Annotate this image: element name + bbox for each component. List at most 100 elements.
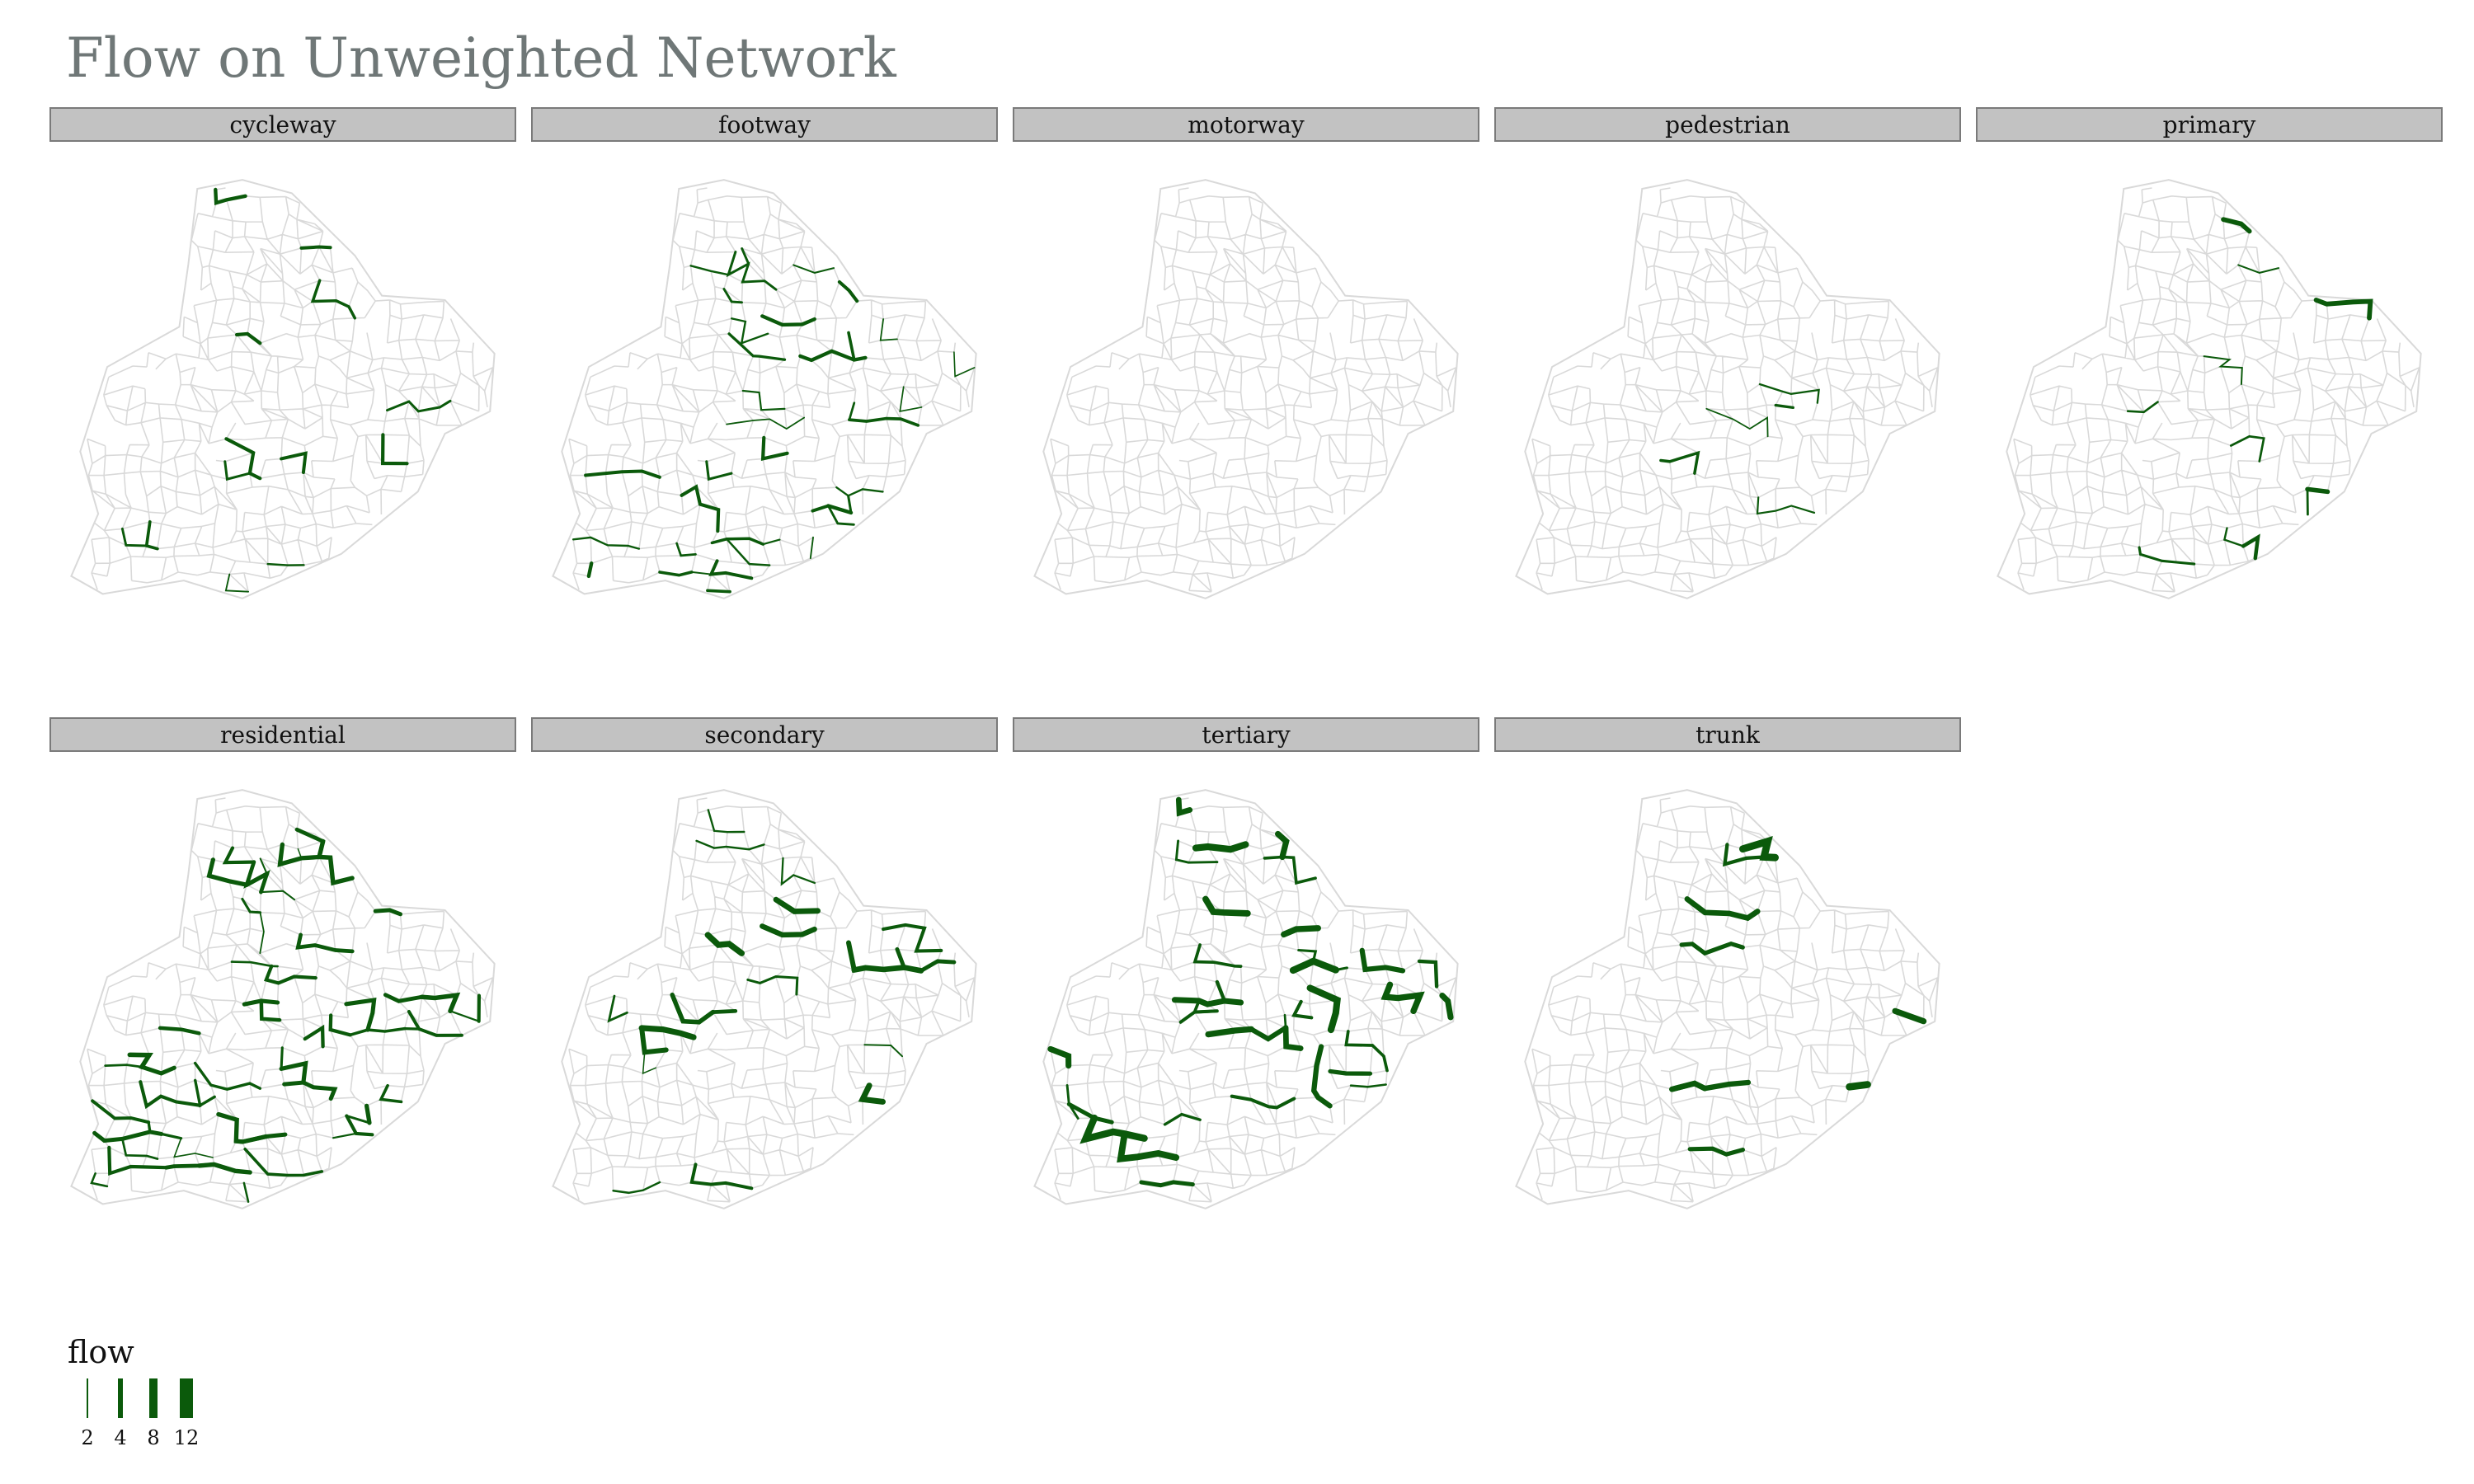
- flow-segment: [344, 998, 377, 1032]
- flow-segment: [695, 839, 765, 851]
- legend-swatch: [148, 1378, 158, 1418]
- facet-tertiary: tertiary: [1013, 717, 1479, 1230]
- flow-segment: [383, 993, 437, 1003]
- flow-segment: [266, 562, 305, 566]
- flow-segment: [1892, 1007, 1927, 1025]
- flow-segment: [144, 520, 159, 551]
- flow-segment: [139, 1080, 202, 1110]
- flow-segment: [280, 451, 308, 474]
- flow-segment: [279, 1060, 308, 1085]
- flow-segment: [1289, 957, 1339, 974]
- legend-label: 12: [173, 1426, 200, 1449]
- flow-segment: [705, 460, 733, 481]
- flow-segment: [1705, 407, 1769, 438]
- facet-cycleway: cycleway: [49, 107, 516, 620]
- flow-segment: [259, 911, 265, 955]
- flow-segment: [1380, 981, 1425, 1014]
- flow-segment: [1174, 839, 1219, 864]
- network-map-trunk: [1515, 789, 1940, 1209]
- flow-segment: [851, 965, 924, 974]
- flow-segment: [223, 460, 252, 481]
- flow-segment: [827, 505, 855, 526]
- flow-segment: [707, 809, 745, 834]
- flow-segment: [1291, 999, 1314, 1020]
- flow-segment: [1275, 830, 1290, 861]
- facet-strip-label: primary: [1976, 107, 2443, 142]
- flow-segment: [1139, 1180, 1195, 1188]
- flow-segment: [882, 923, 943, 953]
- flow-segment: [1202, 895, 1251, 917]
- flow-segment: [708, 559, 754, 580]
- flow-segment: [1263, 855, 1317, 885]
- flow-segment: [348, 1026, 407, 1037]
- flow-segment: [1215, 979, 1243, 1005]
- flow-segment: [1738, 836, 1780, 862]
- road-network: [1050, 187, 1457, 593]
- region-outline: [1997, 179, 2422, 599]
- flow-segment: [2126, 401, 2159, 414]
- flow-segment: [224, 437, 262, 481]
- flow-segment: [345, 1115, 371, 1125]
- flow-segment: [953, 351, 976, 378]
- flow-segment: [863, 1044, 903, 1058]
- flow-segment: [780, 857, 816, 886]
- flow-segment: [1756, 496, 1816, 515]
- flow-segment: [127, 1052, 176, 1076]
- region-outline: [552, 789, 977, 1209]
- facet-footway: footway: [531, 107, 998, 620]
- flow-segment: [835, 486, 884, 497]
- flow-segment: [1065, 1084, 1079, 1120]
- flow-segment: [711, 1008, 738, 1014]
- flow-segment: [680, 484, 721, 533]
- legend-label: 2: [81, 1426, 94, 1449]
- facet-primary: primary: [1976, 107, 2443, 620]
- flow-segment: [571, 536, 641, 550]
- flow-segment: [837, 279, 859, 303]
- flow-segment: [1079, 1114, 1148, 1144]
- flow-segment: [2222, 527, 2260, 560]
- facet-strip-label: pedestrian: [1494, 107, 1961, 142]
- legend-label: 4: [114, 1426, 127, 1449]
- flow-segment: [1163, 1112, 1202, 1126]
- flow-segment: [760, 314, 816, 327]
- flow-segment: [234, 331, 262, 345]
- flow-segment: [215, 195, 247, 204]
- flow-segment: [741, 247, 778, 291]
- legend-title: flow: [68, 1334, 134, 1370]
- flow-segment: [2237, 264, 2280, 274]
- flow-segment: [1192, 943, 1243, 968]
- flow-segment: [1192, 841, 1249, 853]
- flow-segment: [380, 433, 409, 466]
- facet-strip-label: trunk: [1494, 717, 1961, 752]
- flow-segment: [639, 1026, 683, 1036]
- flow-segment: [1310, 1044, 1333, 1109]
- flow-segment: [92, 1129, 164, 1144]
- flow-segment: [407, 1010, 463, 1037]
- flow-segment: [706, 589, 731, 594]
- flow-segment: [858, 1082, 886, 1105]
- flow-segment: [263, 964, 317, 985]
- flow-segment: [243, 860, 270, 895]
- facet-strip-label: residential: [49, 717, 516, 752]
- flow-segment: [1684, 896, 1761, 922]
- flow-segment: [259, 998, 282, 1022]
- network-map-secondary: [552, 789, 977, 1209]
- flow-segment: [241, 897, 262, 914]
- flow-segment: [2138, 546, 2196, 566]
- facet-residential: residential: [49, 717, 516, 1230]
- flow-segment: [295, 932, 355, 954]
- flow-segment: [584, 471, 623, 477]
- flow-segment: [1117, 1130, 1180, 1163]
- flow-segment: [373, 908, 402, 917]
- flow-segment: [899, 386, 923, 412]
- flow-segment: [1439, 993, 1454, 1021]
- legend-item: 4: [104, 1378, 137, 1449]
- flow-segment: [193, 1061, 262, 1091]
- flow-segment: [879, 318, 898, 341]
- facet-trunk: trunk: [1494, 717, 1961, 1230]
- legend-swatch: [118, 1378, 123, 1418]
- flow-segment: [379, 1083, 403, 1104]
- flow-segment: [1349, 1083, 1387, 1088]
- legend-item: 12: [170, 1378, 203, 1449]
- facet-strip-label: tertiary: [1013, 717, 1479, 752]
